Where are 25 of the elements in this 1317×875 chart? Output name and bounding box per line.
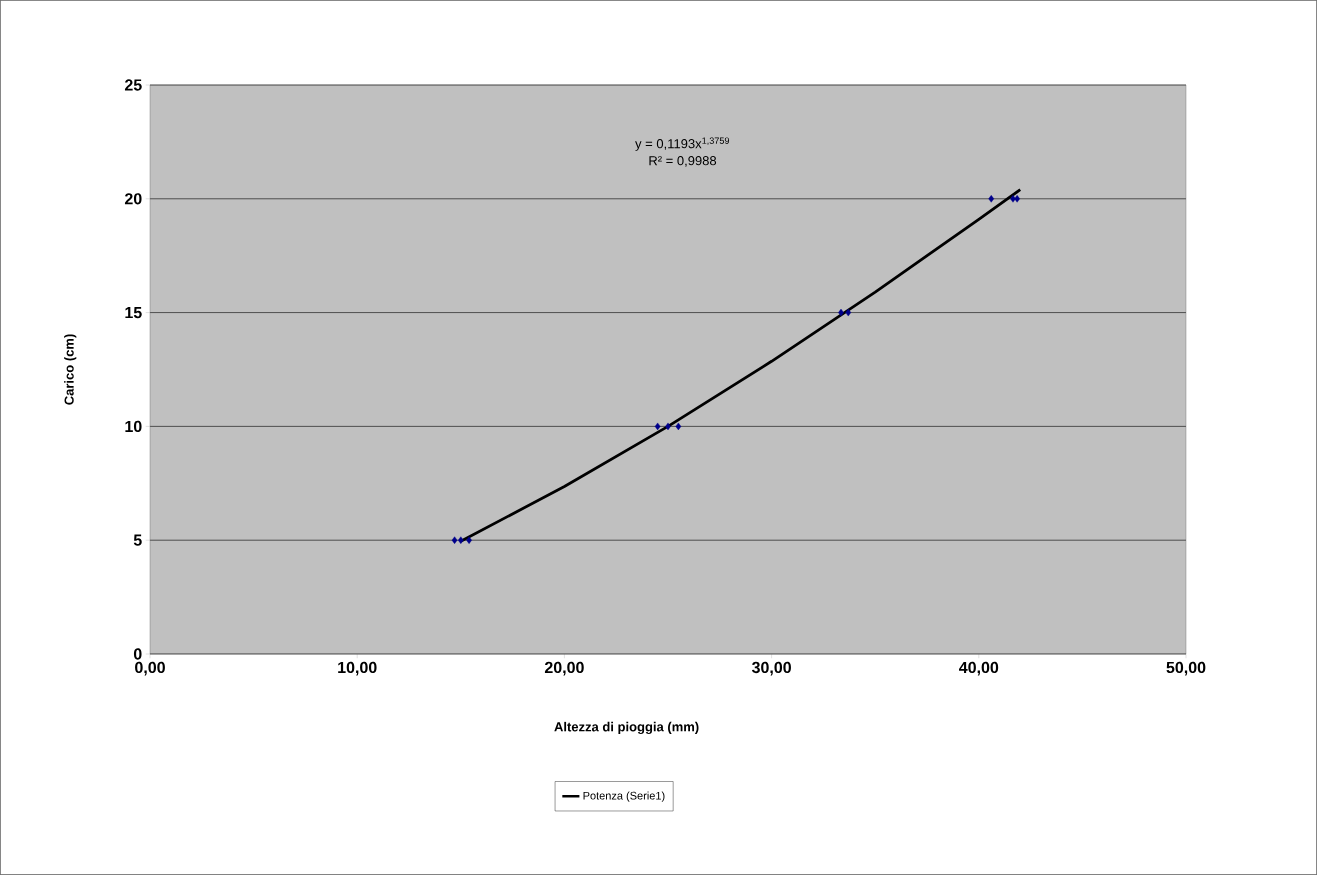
x-tick-label: 0,00 bbox=[135, 661, 165, 676]
point bbox=[1014, 195, 1020, 203]
point bbox=[457, 536, 464, 544]
y-tick-label: 0 bbox=[133, 648, 142, 660]
y-tick-label: 25 bbox=[124, 79, 142, 91]
x-axis-title: Altezza di pioggia (mm) bbox=[554, 721, 699, 735]
annotation: R² = 0,9988 bbox=[649, 156, 717, 167]
x-tick-label: 20,00 bbox=[544, 661, 584, 676]
x-tick-label: 50,00 bbox=[1166, 661, 1206, 676]
y-axis-title: Carico (cm) bbox=[64, 334, 77, 405]
y-tick-label: 5 bbox=[133, 534, 142, 546]
point bbox=[654, 422, 661, 431]
point bbox=[845, 308, 852, 317]
x-tick-label: 30,00 bbox=[751, 661, 791, 676]
y-tick-label: 10 bbox=[125, 420, 142, 433]
y-tick-label: 20 bbox=[124, 193, 142, 205]
point bbox=[675, 422, 682, 431]
point bbox=[988, 195, 995, 203]
x-tick-label: 10,00 bbox=[338, 661, 377, 676]
point bbox=[466, 536, 472, 544]
y-tick-label: 15 bbox=[125, 307, 142, 319]
legend-label: Potenza (Serie1) bbox=[583, 791, 665, 802]
annotation: y = 0,1193x$^{1,3759}$ bbox=[635, 137, 730, 151]
x-tick-label: 40,00 bbox=[959, 661, 999, 676]
point bbox=[451, 536, 458, 544]
